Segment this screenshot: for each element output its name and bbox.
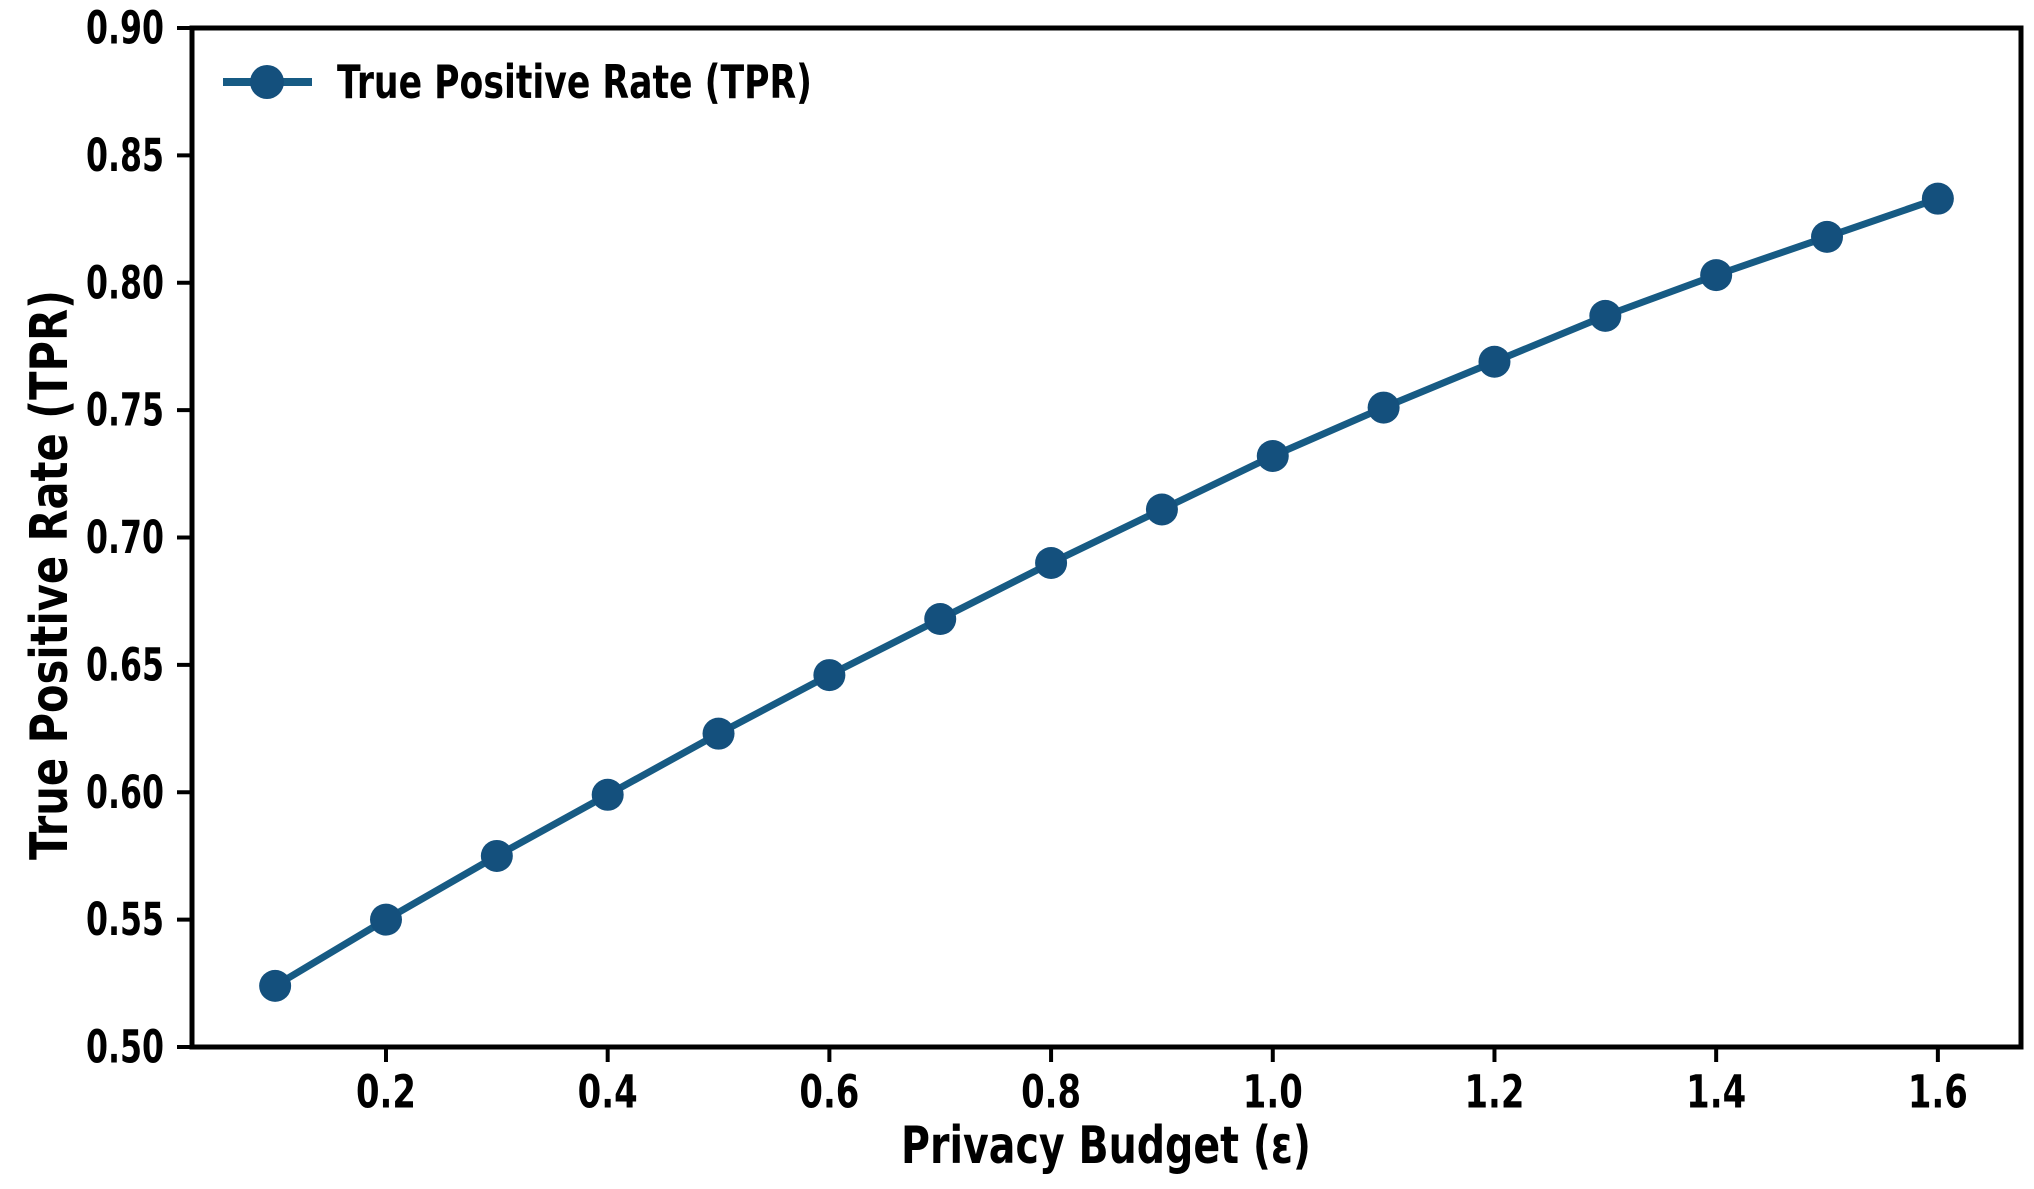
x-tick-label: 1.4 [1686,1066,1746,1119]
y-axis-ticks: 0.50 0.55 0.60 0.65 0.70 0.75 0.80 0.85 0.90 [86,2,192,1074]
data-point-marker [1589,299,1622,332]
y-tick-label: 0.75 [86,384,164,437]
data-line [271,195,1942,990]
data-point-marker [813,659,846,692]
x-tick-label: 0.6 [799,1066,859,1119]
x-tick-label: 1.6 [1908,1066,1968,1119]
y-tick-label: 0.90 [86,2,164,55]
data-point-marker [1921,182,1954,215]
y-axis-title: True Positive Rate (TPR) [20,290,80,860]
y-tick-label: 0.55 [86,893,164,946]
y-tick-label: 0.50 [86,1021,164,1074]
data-point-marker [480,839,513,872]
data-series-layer [259,182,1954,1002]
x-tick-label: 0.4 [578,1066,638,1119]
data-point-marker [702,717,735,750]
x-axis-title: Privacy Budget (ε) [901,1116,1311,1176]
x-tick-label: 1.2 [1464,1066,1524,1119]
data-point-marker [591,778,624,811]
data-point-marker [1811,220,1844,253]
legend-marker-icon [250,65,284,99]
x-tick-label: 1.0 [1243,1066,1303,1119]
y-tick-label: 0.65 [86,638,164,691]
data-point-marker [1035,546,1068,579]
y-tick-label: 0.60 [86,766,164,819]
data-point-marker [924,603,957,636]
y-tick-label: 0.70 [86,511,164,564]
data-point-marker [1256,439,1289,472]
y-tick-label: 0.85 [86,129,164,182]
data-point-marker [1700,259,1733,292]
data-point-marker [259,969,292,1002]
x-tick-label: 0.8 [1021,1066,1081,1119]
y-tick-label: 0.80 [86,256,164,309]
data-point-marker [1367,391,1400,424]
data-point-marker [369,903,402,936]
x-axis-ticks: 0.2 0.4 0.6 0.8 1.0 1.2 1.4 1.6 [356,1047,1968,1119]
data-point-marker [1145,493,1178,526]
data-point-marker [1478,345,1511,378]
legend: True Positive Rate (TPR) [223,55,812,109]
x-tick-label: 0.2 [356,1066,416,1119]
legend-label: True Positive Rate (TPR) [337,55,812,109]
